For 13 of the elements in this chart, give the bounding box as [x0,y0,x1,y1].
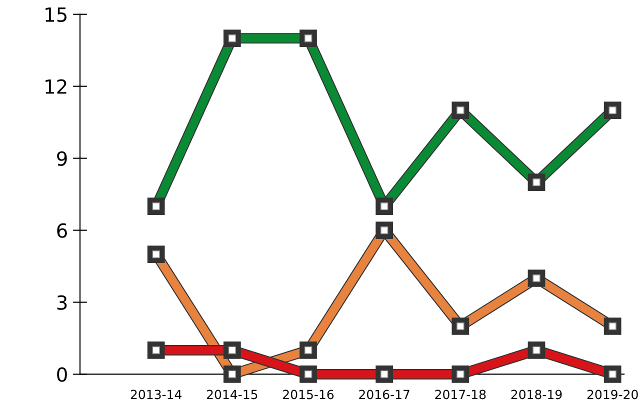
x-tick-label: 2016-17 [359,390,410,400]
x-tick-label: 2019-20 [587,390,638,400]
x-tick-label: 2013-14 [130,390,182,400]
x-tick-label: 2014-15 [206,390,258,400]
y-tick-label: 0 [57,367,67,382]
y-tick-label: 6 [57,223,67,238]
y-tick-label: 15 [46,8,66,22]
x-tick-label: 2017-18 [435,390,486,400]
y-tick-label: 9 [57,151,67,166]
x-tick-label: 2018-19 [511,390,562,400]
y-tick-label: 3 [57,295,67,310]
x-tick-label: 2015-16 [283,390,334,400]
y-tick-label: 12 [46,79,66,94]
